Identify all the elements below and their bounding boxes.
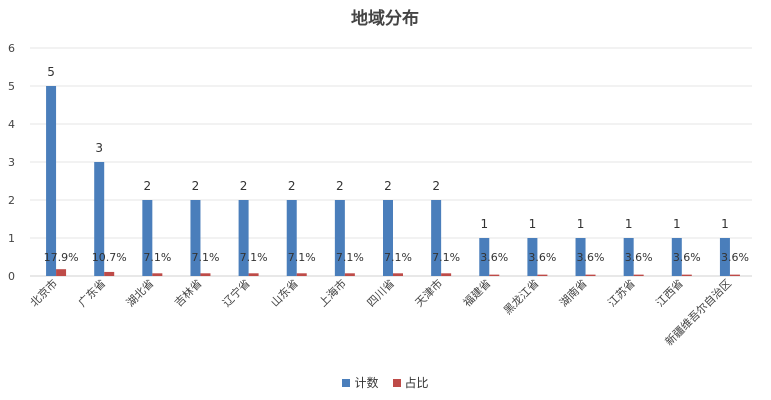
bar-share (633, 274, 644, 276)
x-tick-label: 四川省 (365, 277, 398, 310)
x-tick-label: 湖南省 (557, 277, 590, 310)
bar-share (681, 274, 692, 276)
bar-share (537, 274, 548, 276)
x-tick-label: 广东省 (76, 277, 109, 310)
bar-share (489, 274, 500, 276)
data-label-share: 7.1% (240, 251, 268, 264)
data-label-count: 1 (529, 217, 537, 231)
x-tick-label: 江苏省 (605, 277, 638, 310)
y-tick-label: 2 (8, 194, 15, 207)
bar-count (719, 238, 730, 276)
data-label-share: 7.1% (336, 251, 364, 264)
legend-label-share: 占比 (404, 376, 429, 390)
bar-share (441, 273, 452, 276)
data-label-share: 7.1% (384, 251, 412, 264)
y-axis: 0 1 2 3 4 5 6 (8, 42, 15, 283)
bar-share (200, 273, 211, 276)
data-label-share: 7.1% (143, 251, 171, 264)
data-label-count: 2 (336, 179, 344, 193)
legend-swatch-share (392, 378, 401, 387)
bar-share (344, 273, 355, 276)
bar-count (623, 238, 634, 276)
data-label-share: 3.6% (528, 251, 556, 264)
legend-item-count: 计数 (342, 374, 379, 391)
bar-count (46, 86, 57, 276)
data-label-share: 10.7% (92, 251, 127, 264)
bar-share (248, 273, 259, 276)
data-label-share: 7.1% (191, 251, 219, 264)
legend: 计数 占比 (0, 374, 771, 391)
data-label-count: 1 (625, 217, 633, 231)
x-tick-label: 湖北省 (124, 277, 157, 310)
x-tick-label: 北京市 (27, 276, 60, 309)
x-tick-label: 辽宁省 (219, 276, 252, 309)
data-label-share: 3.6% (721, 251, 749, 264)
x-tick-label: 福建省 (460, 276, 493, 309)
bar-share (585, 274, 596, 276)
bar-count (479, 238, 490, 276)
data-label-count: 2 (144, 179, 152, 193)
data-label-count: 1 (721, 217, 729, 231)
bar-count (286, 200, 297, 276)
data-label-count: 1 (673, 217, 681, 231)
legend-label-count: 计数 (354, 376, 379, 390)
data-label-count: 3 (95, 141, 103, 155)
x-tick-label: 山东省 (268, 277, 301, 310)
bar-count (431, 200, 442, 276)
bar-share (152, 273, 163, 276)
data-label-share: 7.1% (288, 251, 316, 264)
data-label-share: 7.1% (432, 251, 460, 264)
x-axis: 北京市 广东省 湖北省 吉林省 辽宁省 山东省 上海市 四川省 天津市 福建省 黑龙江省 湖南省 江苏省… (27, 276, 734, 348)
bar-share (104, 271, 115, 276)
data-label-count: 1 (577, 217, 585, 231)
bars (46, 86, 740, 276)
data-label-share: 3.6% (673, 251, 701, 264)
data-label-count: 2 (240, 179, 248, 193)
bar-count (383, 200, 393, 276)
y-tick-label: 0 (8, 270, 15, 283)
x-tick-label: 江西省 (653, 277, 686, 310)
legend-item-share: 占比 (392, 374, 429, 391)
data-label-count: 2 (192, 179, 200, 193)
data-label-count: 2 (288, 179, 296, 193)
x-tick-label: 上海市 (316, 276, 349, 309)
chart-title: 地域分布 (351, 8, 419, 29)
y-tick-label: 6 (8, 42, 15, 55)
y-tick-label: 5 (8, 80, 15, 93)
bar-count (334, 200, 345, 276)
x-tick-label: 吉林省 (171, 276, 204, 309)
data-label-share: 3.6% (625, 251, 653, 264)
bar-share (729, 274, 740, 276)
data-label-share: 17.9% (44, 251, 79, 264)
y-tick-label: 1 (8, 232, 15, 245)
x-tick-label: 天津市 (412, 276, 445, 309)
bar-count (575, 238, 586, 276)
data-label-share: 3.6% (577, 251, 605, 264)
y-tick-label: 4 (8, 118, 15, 131)
legend-swatch-count (342, 378, 351, 387)
bar-count (142, 200, 153, 276)
bar-share (296, 273, 307, 276)
data-label-share: 3.6% (480, 251, 508, 264)
data-label-count: 2 (384, 179, 392, 193)
y-tick-label: 3 (8, 156, 15, 169)
bar-share (393, 273, 403, 276)
x-tick-label: 黑龙江省 (501, 277, 541, 317)
bar-count (238, 200, 249, 276)
data-labels: 5 17.9% 3 10.7% 2 7.1% 2 7.1% 2 7.1% 2 7.1% 2 7.1% 2 7.… (44, 65, 749, 264)
bar-count (190, 200, 201, 276)
bar-share (56, 269, 67, 276)
data-label-count: 2 (432, 179, 440, 193)
bar-count (94, 162, 105, 276)
data-label-count: 5 (47, 65, 55, 79)
bar-count (527, 238, 538, 276)
data-label-count: 1 (480, 217, 488, 231)
bar-count (671, 238, 682, 276)
